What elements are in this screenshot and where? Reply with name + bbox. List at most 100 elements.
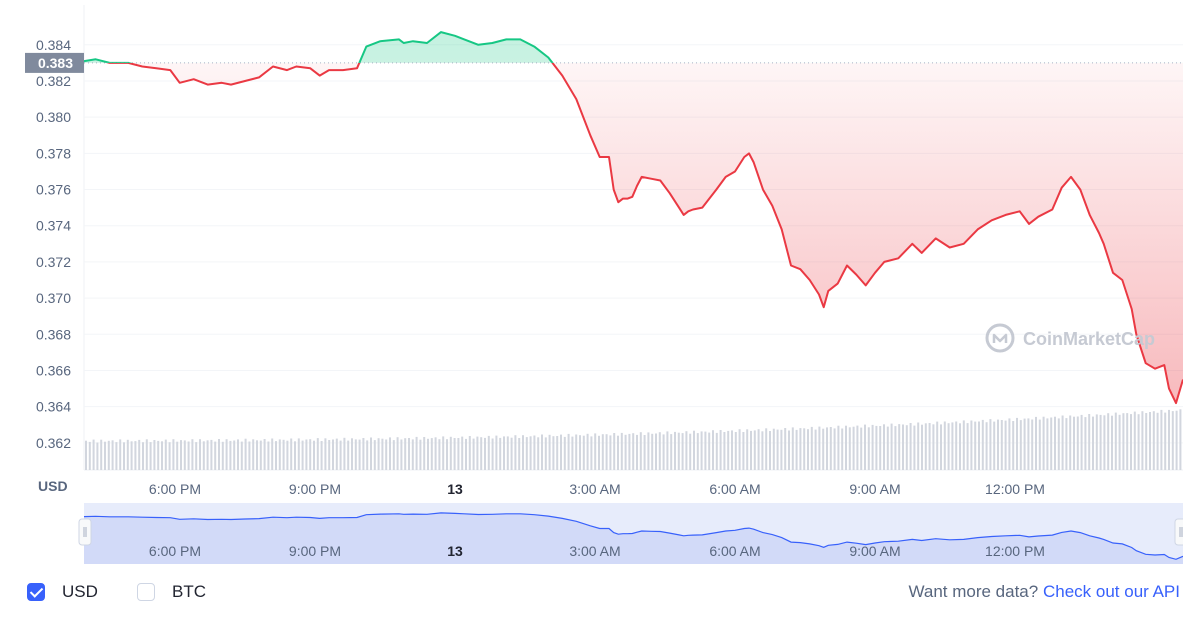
navigator-right-handle[interactable] — [1174, 518, 1183, 546]
btc-checkbox[interactable] — [137, 583, 155, 601]
volume-bar — [909, 423, 912, 470]
volume-bar — [651, 433, 654, 470]
volume-bar — [138, 439, 141, 470]
volume-bar — [256, 440, 258, 470]
volume-bar — [438, 439, 441, 470]
volume-bar — [286, 440, 289, 470]
volume-bar — [1179, 409, 1182, 470]
volume-bar — [636, 434, 638, 470]
price-area-down — [84, 62, 1183, 404]
volume-bar — [491, 438, 494, 470]
volume-bar — [96, 442, 99, 470]
volume-bar — [966, 423, 969, 470]
volume-bar — [978, 421, 980, 470]
volume-bar — [1080, 414, 1083, 470]
x-tick-label: 9:00 AM — [849, 481, 900, 497]
volume-bar — [1035, 416, 1037, 470]
volume-bar — [506, 436, 509, 470]
volume-bar — [1152, 411, 1155, 470]
volume-bar — [670, 434, 673, 470]
volume-bar — [142, 442, 144, 470]
volume-bar — [396, 437, 399, 470]
volume-bar — [962, 420, 965, 470]
volume-bar — [130, 441, 133, 470]
volume-bar — [917, 422, 920, 470]
volume-bar — [457, 438, 460, 470]
volume-bar — [712, 430, 714, 470]
volume-bars — [85, 409, 1182, 470]
volume-bar — [301, 440, 304, 470]
usd-checkbox[interactable] — [27, 583, 45, 601]
volume-bar — [1141, 411, 1144, 470]
price-area-fill — [84, 32, 1183, 404]
y-tick-label: 0.374 — [36, 218, 71, 234]
volume-bar — [1000, 420, 1003, 470]
volume-bar — [240, 441, 243, 470]
volume-bar — [639, 432, 642, 470]
volume-bar — [1023, 418, 1026, 470]
volume-bar — [468, 436, 471, 470]
volume-bar — [206, 440, 209, 470]
watermark-text: CoinMarketCap — [1023, 329, 1155, 349]
volume-bar — [617, 435, 619, 470]
volume-bar — [879, 426, 882, 470]
volume-bar — [252, 439, 255, 470]
volume-bar — [453, 438, 456, 470]
volume-bar — [305, 439, 308, 470]
volume-bar — [666, 431, 669, 470]
volume-bar — [134, 441, 137, 470]
volume-bar — [1076, 416, 1079, 470]
navigator[interactable]: 6:00 PM 9:00 PM 13 3:00 AM 6:00 AM 9:00 AM 12:… — [78, 503, 1183, 564]
reference-price-badge — [25, 52, 84, 73]
volume-bar — [738, 429, 741, 470]
volume-bar — [385, 439, 388, 470]
volume-bar — [1019, 420, 1022, 470]
x-tick-label: 13 — [447, 481, 463, 497]
volume-bar — [347, 440, 350, 470]
volume-bar — [1061, 415, 1064, 470]
volume-bar — [1095, 414, 1098, 470]
volume-bar — [780, 429, 783, 470]
price-line-down — [105, 62, 1183, 405]
usd-checkbox-option[interactable]: USD — [27, 582, 98, 602]
volume-bar — [970, 420, 973, 470]
volume-bar — [788, 430, 790, 470]
volume-bar — [1122, 413, 1125, 470]
volume-bar — [476, 436, 479, 470]
volume-bar — [864, 424, 866, 470]
volume-bar — [567, 433, 570, 470]
volume-bar — [92, 439, 95, 470]
volume-bar — [582, 435, 585, 470]
volume-bar — [1092, 416, 1094, 470]
y-tick-label: 0.366 — [36, 362, 71, 378]
volume-bar — [818, 426, 821, 470]
y-tick-label: 0.372 — [36, 254, 71, 270]
volume-bar — [959, 423, 961, 470]
volume-bar — [620, 432, 623, 470]
y-tick-label: 0.378 — [36, 145, 71, 161]
volume-bar — [791, 427, 794, 470]
volume-bar — [841, 428, 844, 470]
volume-bar — [594, 433, 597, 470]
volume-bar — [229, 440, 232, 470]
volume-bar — [358, 439, 361, 470]
navigator-x-tick-label: 9:00 PM — [289, 543, 341, 559]
volume-bar — [761, 431, 764, 470]
volume-bar — [609, 435, 612, 470]
volume-bar — [104, 441, 106, 470]
volume-bar — [191, 439, 194, 470]
usd-checkbox-label: USD — [62, 582, 98, 601]
volume-bar — [700, 431, 703, 470]
navigator-left-handle[interactable] — [78, 518, 92, 546]
volume-bar — [928, 423, 931, 470]
volume-bar — [297, 438, 300, 470]
api-link[interactable]: Check out our API — [1042, 582, 1180, 601]
volume-bar — [518, 438, 521, 470]
volume-bar — [419, 439, 422, 470]
volume-bar — [168, 442, 171, 470]
price-chart[interactable]: 0.362 0.364 0.366 0.368 0.370 0.372 0.374 0.376… — [0, 0, 1183, 570]
btc-checkbox-option[interactable]: BTC — [137, 582, 206, 602]
volume-bar — [529, 436, 532, 470]
volume-bar — [784, 428, 787, 470]
volume-bar — [571, 436, 574, 470]
